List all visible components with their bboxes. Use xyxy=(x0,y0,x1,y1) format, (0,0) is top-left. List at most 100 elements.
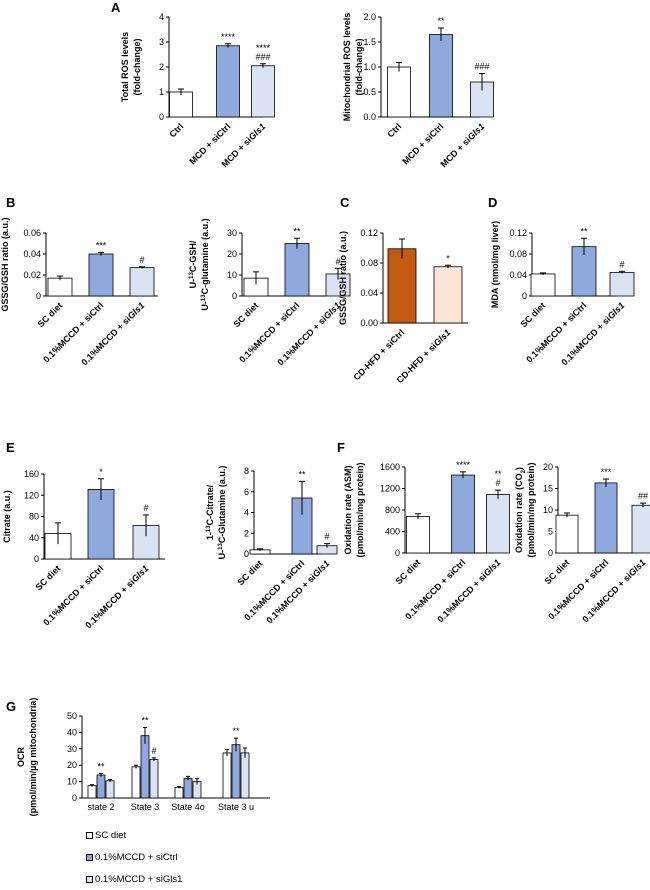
y-axis-label: U-13C-Glutamine (a.u.) xyxy=(217,466,227,560)
y-tick-label: 800 xyxy=(385,505,400,515)
significance-label: ** xyxy=(580,226,588,236)
y-tick-label: 0.5 xyxy=(363,87,376,97)
y-tick-label: 30 xyxy=(227,228,237,238)
legend-label: SC diet xyxy=(95,829,127,841)
y-axis-label: Oxidation rate (ASM) xyxy=(343,465,353,554)
category-label: 0.1%MCCD + siGls1 xyxy=(580,557,647,624)
significance-label: ## xyxy=(638,491,648,501)
bar xyxy=(87,489,115,560)
bar xyxy=(222,752,232,799)
y-tick-label: 15 xyxy=(543,484,553,494)
legend-swatch xyxy=(86,831,93,839)
y-tick-label: 0.08 xyxy=(360,258,378,268)
y-tick-label: 0.04 xyxy=(509,270,527,280)
y-tick-label: 10 xyxy=(67,777,77,787)
significance-label: ** xyxy=(232,726,240,736)
y-tick-label: 10 xyxy=(543,505,553,515)
significance-label: # xyxy=(335,256,340,266)
y-axis-label: Oxidation rate (CO2) xyxy=(514,467,527,553)
category-label: State 4o xyxy=(171,802,205,812)
significance-label: # xyxy=(151,746,156,756)
category-label: SC diet xyxy=(35,300,64,329)
category-label: State 3 xyxy=(131,802,160,812)
y-tick-label: 0 xyxy=(34,554,39,564)
y-tick-label: 2.0 xyxy=(363,12,376,22)
bar xyxy=(251,65,275,118)
panel-letter: G xyxy=(6,699,16,714)
significance-label: ### xyxy=(474,62,489,72)
y-tick-label: 4 xyxy=(244,508,249,518)
y-tick-label: 2 xyxy=(244,528,249,538)
significance-label: # xyxy=(324,532,329,542)
bar xyxy=(387,66,411,118)
category-label: Ctrl xyxy=(385,121,403,139)
y-axis-label: (pmol/min/mg protein) xyxy=(355,463,365,558)
y-tick-label: 1600 xyxy=(380,462,400,472)
category-label: state 2 xyxy=(87,802,114,812)
y-tick-label: 0.02 xyxy=(23,270,41,280)
y-axis-label: GSSG/GSH ratio (a.u.) xyxy=(338,231,348,325)
significance-label: *** xyxy=(601,467,612,477)
y-tick-label: 4 xyxy=(159,12,164,22)
bar xyxy=(594,482,618,554)
bar xyxy=(631,504,650,554)
legend-item: 0.1%MCCD + siCtrl xyxy=(86,846,182,868)
bar xyxy=(174,786,184,799)
y-tick-label: 400 xyxy=(385,527,400,537)
significance-label: * xyxy=(99,467,103,477)
y-tick-label: 0 xyxy=(36,291,41,301)
bar xyxy=(88,253,114,297)
y-axis-label: U-13C-glutamine (a.u.) xyxy=(200,218,210,310)
category-label: State 3 u xyxy=(218,802,254,812)
bar xyxy=(406,516,430,554)
bar xyxy=(231,744,241,799)
y-tick-label: 0.12 xyxy=(360,228,378,238)
y-tick-label: 0 xyxy=(232,291,237,301)
legend-item: 0.1%MCCD + siGls1 xyxy=(86,868,182,890)
legend-label: 0.1%MCCD + siCtrl xyxy=(95,851,178,863)
significance-label: **** xyxy=(256,43,271,53)
y-tick-label: 20 xyxy=(67,760,77,770)
y-axis-label: Mitochondrial ROS levels xyxy=(342,13,352,122)
legend-swatch xyxy=(86,875,93,883)
significance-label: # xyxy=(495,478,500,488)
panel-letter: B xyxy=(6,195,15,210)
y-tick-label: 0.08 xyxy=(509,249,527,259)
y-tick-label: 0 xyxy=(395,548,400,558)
category-label: MCD + siGls1 xyxy=(438,121,486,169)
significance-label: **** xyxy=(221,32,236,42)
legend: SC diet 0.1%MCCD + siCtrl 0.1%MCCD + siG… xyxy=(86,824,182,890)
bar xyxy=(47,277,73,297)
y-tick-label: 0 xyxy=(522,291,527,301)
legend-item: SC diet xyxy=(86,824,182,846)
significance-label: ** xyxy=(293,226,301,236)
y-tick-label: 3 xyxy=(159,37,164,47)
y-tick-label: 0.04 xyxy=(23,249,41,259)
bar xyxy=(87,785,97,799)
bar xyxy=(486,494,510,554)
y-tick-label: 30 xyxy=(67,744,77,754)
bar xyxy=(105,780,115,799)
y-tick-label: 20 xyxy=(227,249,237,259)
y-tick-label: 0.0 xyxy=(363,112,376,122)
panel-letter: D xyxy=(488,195,497,210)
y-axis-label: GSSG/GSH ratio (a.u.) xyxy=(0,217,10,311)
significance-label: ** xyxy=(437,16,445,26)
y-tick-label: 0.12 xyxy=(509,228,527,238)
category-label: SC diet xyxy=(231,300,260,329)
panel-letter: A xyxy=(111,0,121,15)
bar xyxy=(433,266,463,324)
y-tick-label: 120 xyxy=(24,490,39,500)
y-tick-label: 1.5 xyxy=(363,37,376,47)
category-label: SC diet xyxy=(542,557,571,586)
bar xyxy=(284,243,310,297)
significance-label: ** xyxy=(141,715,149,725)
y-tick-label: 160 xyxy=(24,469,39,479)
category-label: SC diet xyxy=(33,563,62,592)
category-label: MCD + siCtrl xyxy=(400,121,445,166)
y-axis-label: (fold-change) xyxy=(132,39,142,96)
y-tick-label: 8 xyxy=(244,466,249,476)
significance-label: ### xyxy=(255,52,270,62)
bar xyxy=(240,752,250,799)
y-tick-label: 5 xyxy=(548,527,553,537)
